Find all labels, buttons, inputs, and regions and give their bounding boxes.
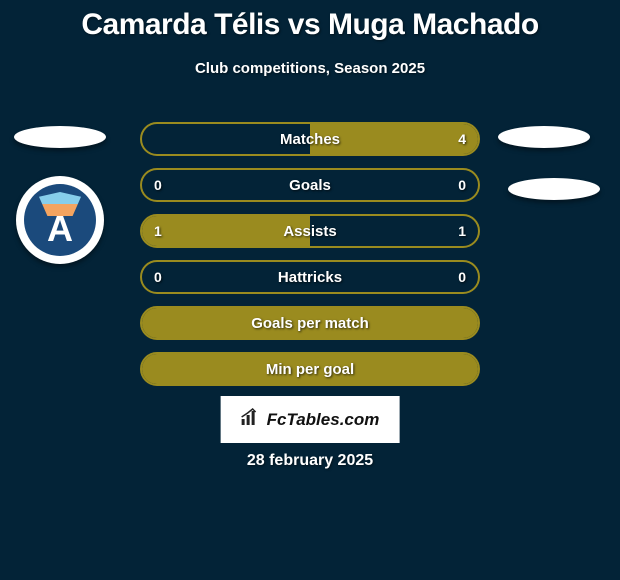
footer-date: 28 february 2025 bbox=[247, 452, 373, 470]
club-badge-letter: A bbox=[47, 208, 73, 250]
stat-row: Min per goal bbox=[140, 352, 480, 386]
stat-label: Hattricks bbox=[278, 269, 342, 286]
stat-row: 1 Assists 1 bbox=[140, 214, 480, 248]
club-badge: A bbox=[16, 176, 104, 264]
stat-value-right: 0 bbox=[458, 177, 466, 193]
stats-container: Matches 4 0 Goals 0 1 Assists 1 0 Hattricks 0 Goals… bbox=[140, 122, 480, 398]
stat-value-left: 0 bbox=[154, 177, 162, 193]
stat-value-right: 0 bbox=[458, 269, 466, 285]
stat-label: Min per goal bbox=[266, 361, 354, 378]
stat-row: Matches 4 bbox=[140, 122, 480, 156]
chart-icon bbox=[241, 408, 261, 431]
stat-label: Goals bbox=[289, 177, 331, 194]
page-title: Camarda Télis vs Muga Machado bbox=[0, 0, 620, 42]
page-subtitle: Club competitions, Season 2025 bbox=[0, 60, 620, 77]
stat-label: Matches bbox=[280, 131, 340, 148]
stat-value-right: 1 bbox=[458, 223, 466, 239]
player-left-ellipse-1 bbox=[14, 126, 106, 148]
stat-value-left: 0 bbox=[154, 269, 162, 285]
stat-value-left: 1 bbox=[154, 223, 162, 239]
player-right-ellipse-2 bbox=[508, 178, 600, 200]
stat-label: Goals per match bbox=[251, 315, 369, 332]
stat-label: Assists bbox=[283, 223, 336, 240]
player-right-ellipse-1 bbox=[498, 126, 590, 148]
club-badge-inner: A bbox=[24, 184, 96, 256]
stat-row: 0 Goals 0 bbox=[140, 168, 480, 202]
stat-value-right: 4 bbox=[458, 131, 466, 147]
stat-row: Goals per match bbox=[140, 306, 480, 340]
branding-box: FcTables.com bbox=[221, 396, 400, 443]
stat-row: 0 Hattricks 0 bbox=[140, 260, 480, 294]
branding-text: FcTables.com bbox=[267, 410, 380, 430]
